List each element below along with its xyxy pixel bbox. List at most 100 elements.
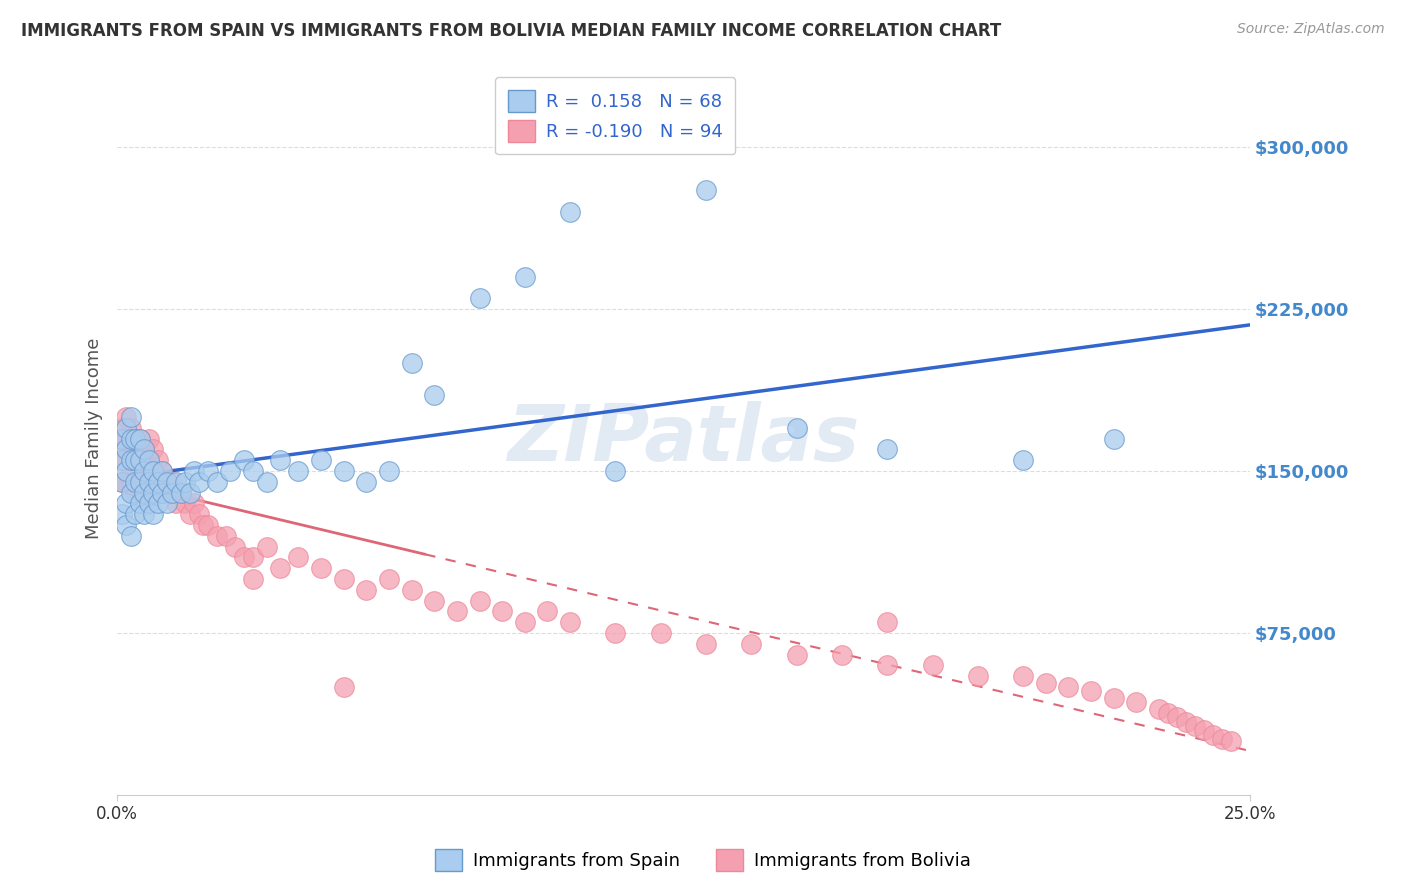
Point [152,464,174,478]
Text: IMMIGRANTS FROM SPAIN VS IMMIGRANTS FROM BOLIVIA MEDIAN FAMILY INCOME CORRELATIO: IMMIGRANTS FROM SPAIN VS IMMIGRANTS FROM… [21,22,1001,40]
Point [831,648,853,662]
Point [142,485,165,500]
Point [1057,680,1080,694]
Point [124,432,146,446]
Point [174,475,197,489]
Point [356,582,378,597]
Point [142,464,165,478]
Point [120,421,142,435]
Point [183,464,205,478]
Point [513,269,536,284]
Point [115,453,138,467]
Point [138,453,160,467]
Point [560,204,582,219]
Point [134,464,156,478]
Point [876,615,898,630]
Point [378,572,401,586]
Point [169,485,191,500]
Point [111,453,134,467]
Point [309,561,332,575]
Point [1012,669,1035,683]
Point [152,485,174,500]
Point [128,453,150,467]
Point [111,453,134,467]
Point [124,432,146,446]
Point [128,432,150,446]
Point [378,464,401,478]
Point [242,550,264,565]
Point [115,421,138,435]
Point [233,550,256,565]
Point [124,453,146,467]
Point [115,518,138,533]
Point [134,485,156,500]
Point [115,442,138,457]
Point [179,507,201,521]
Point [1220,734,1243,748]
Point [134,507,156,521]
Point [1102,690,1125,705]
Point [193,518,215,533]
Point [128,442,150,457]
Point [197,464,219,478]
Point [242,464,264,478]
Point [146,453,169,467]
Point [142,464,165,478]
Point [138,475,160,489]
Point [1125,695,1147,709]
Point [120,464,142,478]
Point [138,432,160,446]
Point [356,475,378,489]
Point [224,540,246,554]
Point [120,432,142,446]
Point [876,442,898,457]
Point [695,183,717,197]
Point [513,615,536,630]
Point [142,442,165,457]
Point [1102,432,1125,446]
Point [174,496,197,510]
Point [134,442,156,457]
Point [111,421,134,435]
Point [332,572,354,586]
Point [1202,728,1225,742]
Point [111,432,134,446]
Point [156,475,179,489]
Point [256,475,278,489]
Point [966,669,988,683]
Point [115,496,138,510]
Point [695,637,717,651]
Point [134,442,156,457]
Point [786,421,808,435]
Point [1035,675,1057,690]
Point [115,432,138,446]
Point [332,464,354,478]
Point [401,582,423,597]
Point [1175,714,1198,729]
Point [138,453,160,467]
Point [128,485,150,500]
Y-axis label: Median Family Income: Median Family Income [86,338,103,540]
Point [146,496,169,510]
Point [115,409,138,424]
Point [269,453,291,467]
Point [287,464,309,478]
Point [179,485,201,500]
Point [160,485,183,500]
Point [134,485,156,500]
Point [124,475,146,489]
Point [111,475,134,489]
Point [1166,710,1188,724]
Point [256,540,278,554]
Point [219,464,242,478]
Point [120,453,142,467]
Point [740,637,762,651]
Point [120,485,142,500]
Point [124,475,146,489]
Point [205,475,228,489]
Point [111,432,134,446]
Point [1194,723,1216,738]
Point [120,475,142,489]
Point [1012,453,1035,467]
Point [169,485,191,500]
